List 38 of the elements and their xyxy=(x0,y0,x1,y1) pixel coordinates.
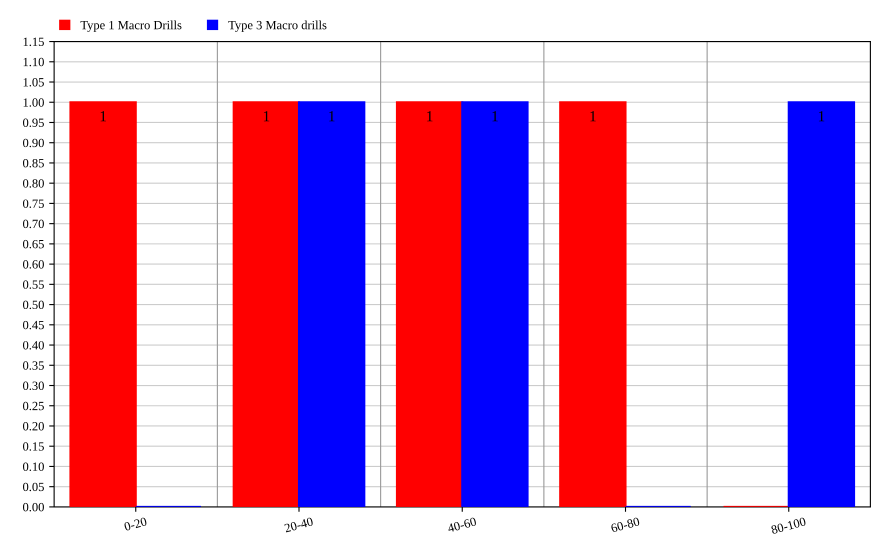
x-tick-label: 60-80 xyxy=(610,517,640,533)
y-tick-label: 0.10 xyxy=(23,462,44,471)
y-tick-label: 0.90 xyxy=(23,138,44,148)
y-tick-label: 0.60 xyxy=(23,260,44,269)
y-tick-label: 0.95 xyxy=(23,118,44,127)
y-tick-label: 0.05 xyxy=(23,482,44,492)
y-tick-label: 0.25 xyxy=(23,402,44,410)
x-tick-label: 0-20 xyxy=(124,517,148,531)
y-tick-label: 0.70 xyxy=(23,220,44,228)
y-tick-label: 0.20 xyxy=(23,422,44,430)
y-tick-label: 1.10 xyxy=(24,58,44,66)
x-tick-label: 80-100 xyxy=(770,517,806,534)
data-label: 1 xyxy=(492,111,498,122)
y-tick-label: 0.80 xyxy=(23,179,44,188)
y-tick-label: 0.00 xyxy=(23,502,44,512)
y-tick-label: 0.45 xyxy=(23,320,44,330)
y-tick-label: 0.75 xyxy=(23,199,44,208)
data-label: 1 xyxy=(427,111,433,122)
y-tick-label: 0.85 xyxy=(23,158,44,168)
legend-label: Type 3 Macro drills xyxy=(228,20,326,32)
data-label: 1 xyxy=(100,111,106,122)
y-tick-label: 0.30 xyxy=(23,382,44,390)
y-tick-label: 0.40 xyxy=(23,341,44,350)
x-tick-label: 40-60 xyxy=(447,517,477,533)
data-label: 1 xyxy=(329,111,335,122)
data-label: 1 xyxy=(590,111,596,122)
y-tick-label: 0.50 xyxy=(23,300,44,310)
x-tick-label: 20-40 xyxy=(284,517,314,533)
data-label: 1 xyxy=(818,111,824,122)
legend-label: Type 1 Macro Drills xyxy=(80,20,182,32)
y-tick-label: 0.15 xyxy=(23,442,44,451)
y-tick-label: 0.65 xyxy=(23,240,44,248)
data-label: 1 xyxy=(264,111,270,122)
y-tick-label: 1.05 xyxy=(24,78,44,87)
y-tick-label: 0.55 xyxy=(23,280,44,289)
y-tick-label: 0.35 xyxy=(23,361,44,370)
y-tick-label: 1.00 xyxy=(24,98,44,107)
y-tick-label: 1.15 xyxy=(24,38,44,46)
